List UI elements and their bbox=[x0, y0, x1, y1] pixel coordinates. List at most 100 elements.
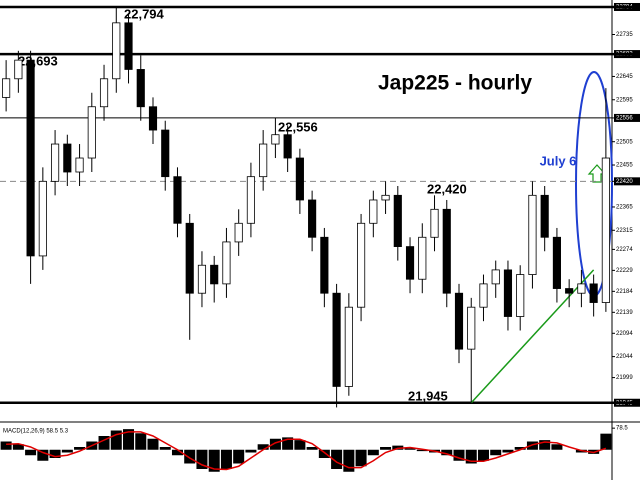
candle-body bbox=[479, 283, 488, 308]
candle-body bbox=[210, 264, 219, 285]
histogram-bar bbox=[12, 444, 24, 450]
y-tick-label: 22365 bbox=[616, 205, 633, 211]
histogram-bar bbox=[37, 449, 49, 461]
candle-body bbox=[332, 292, 341, 387]
histogram-bar bbox=[306, 447, 318, 450]
candle-body bbox=[295, 157, 304, 201]
candle-body bbox=[430, 208, 439, 238]
candle-body bbox=[454, 292, 464, 350]
candle-body bbox=[38, 180, 47, 257]
histogram-bar bbox=[514, 447, 526, 450]
candle-body bbox=[271, 134, 280, 145]
y-tick-label: 22420 bbox=[616, 179, 633, 185]
histogram-bar bbox=[25, 449, 37, 456]
level-label: 22,420 bbox=[427, 181, 467, 196]
candle-body bbox=[75, 157, 84, 173]
histogram-bar bbox=[245, 449, 257, 453]
candle-body bbox=[99, 78, 109, 108]
candle-body bbox=[26, 59, 35, 257]
tick-highlight bbox=[614, 177, 640, 186]
y-tick-label: 22595 bbox=[616, 97, 633, 103]
histogram-bar bbox=[551, 444, 563, 450]
candle-body bbox=[87, 106, 96, 159]
candle-body bbox=[357, 222, 366, 308]
y-tick-label: 21999 bbox=[616, 375, 633, 381]
histogram-bar bbox=[404, 448, 416, 450]
histogram-bar bbox=[135, 433, 147, 450]
candle-body bbox=[601, 157, 610, 303]
histogram-bar bbox=[208, 449, 220, 472]
candle-body bbox=[197, 264, 207, 294]
y-tick-label: 22274 bbox=[616, 247, 633, 253]
candle-body bbox=[173, 176, 182, 224]
histogram-bar bbox=[196, 449, 208, 469]
histogram-bar bbox=[123, 429, 135, 450]
candle-body bbox=[222, 241, 231, 285]
histogram-bar bbox=[453, 449, 465, 461]
level-label: 22,693 bbox=[18, 53, 58, 68]
indicator-title: MACD(12,26,9) 58.5 5.3 bbox=[3, 429, 69, 435]
y-tick-label: 22735 bbox=[616, 32, 633, 38]
candle-body bbox=[503, 269, 513, 317]
y-tick-label: 22505 bbox=[616, 139, 633, 145]
candle-body bbox=[51, 143, 60, 182]
y-tick-label: 22139 bbox=[616, 310, 633, 316]
histogram-bar bbox=[441, 449, 453, 456]
y-tick-label: 22455 bbox=[616, 163, 633, 169]
candle-body bbox=[234, 222, 243, 243]
chart-title: Jap225 - hourly bbox=[378, 72, 532, 95]
candle-body bbox=[185, 222, 194, 294]
candle-body bbox=[246, 176, 255, 224]
histogram-bar bbox=[477, 449, 489, 461]
candle-body bbox=[63, 143, 72, 173]
candle-body bbox=[148, 106, 158, 131]
tick-highlight bbox=[614, 113, 640, 122]
histogram-bar bbox=[490, 449, 502, 456]
histogram-bar bbox=[184, 449, 196, 464]
annotation: July 6 bbox=[540, 153, 577, 168]
histogram-bar bbox=[282, 437, 294, 450]
candle-body bbox=[491, 269, 500, 285]
y-tick-label: 22315 bbox=[616, 228, 633, 234]
candle-body bbox=[112, 22, 121, 80]
candle-body bbox=[540, 194, 549, 238]
candle-body bbox=[308, 199, 317, 238]
histogram-bar bbox=[61, 449, 73, 453]
candle-body bbox=[442, 208, 451, 294]
histogram-bar bbox=[147, 438, 159, 450]
candle-body bbox=[14, 59, 23, 80]
histogram-bar bbox=[502, 449, 514, 453]
histogram-bar bbox=[416, 449, 428, 452]
candle-body bbox=[418, 236, 427, 280]
histogram-bar bbox=[331, 449, 343, 469]
histogram-bar bbox=[110, 430, 122, 450]
signal-line bbox=[6, 431, 607, 471]
candle-body bbox=[136, 69, 145, 108]
y-tick-label: 22094 bbox=[616, 331, 633, 337]
histogram-bar bbox=[269, 438, 281, 450]
y-tick-label: 22229 bbox=[616, 268, 633, 274]
candle-body bbox=[393, 194, 402, 247]
y-tick-label: 22044 bbox=[616, 354, 633, 360]
y-tick-label: 22556 bbox=[616, 116, 633, 122]
candle-body bbox=[516, 274, 525, 317]
histogram-bar bbox=[367, 449, 379, 456]
candle-body bbox=[283, 134, 292, 159]
candle-body bbox=[161, 129, 170, 178]
candle-body bbox=[381, 194, 390, 201]
candle-body bbox=[2, 78, 11, 98]
histogram-bar bbox=[74, 447, 86, 450]
histogram-bar bbox=[159, 447, 171, 450]
histogram-bar bbox=[343, 449, 355, 472]
candle-body bbox=[589, 283, 598, 303]
level-label: 22,794 bbox=[124, 6, 165, 21]
histogram-bar bbox=[49, 449, 61, 458]
y-tick-label: 78.5 bbox=[616, 426, 628, 432]
candle-body bbox=[565, 288, 574, 294]
histogram-bar bbox=[318, 449, 330, 458]
candle-body bbox=[369, 199, 378, 224]
histogram-bar bbox=[526, 441, 538, 450]
y-tick-label: 22645 bbox=[616, 74, 633, 80]
